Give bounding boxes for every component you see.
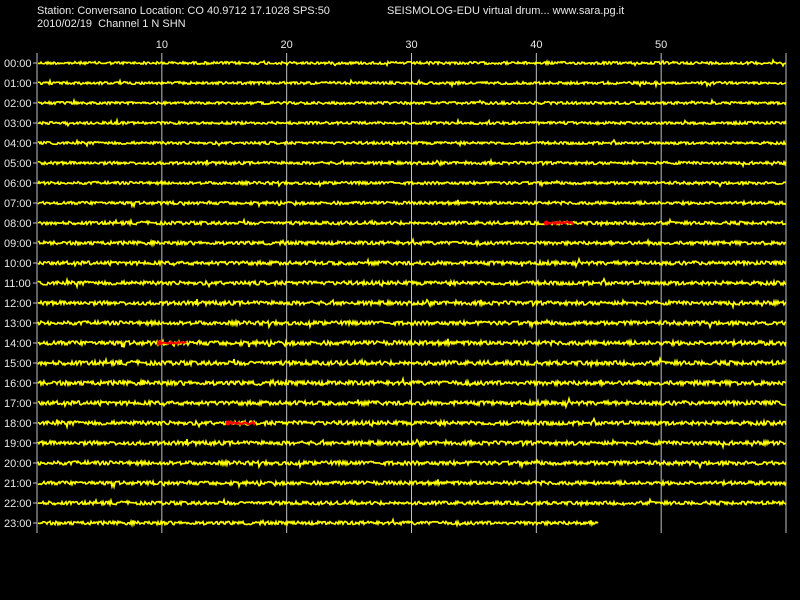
hour-label: 10:00 [4, 258, 32, 270]
trace-0000 [37, 58, 787, 68]
trace-0600 [37, 179, 787, 188]
hour-label: 06:00 [4, 178, 32, 190]
trace-1000 [37, 256, 787, 269]
x-tick-label: 50 [655, 39, 667, 51]
hour-label: 20:00 [4, 458, 32, 470]
trace-2200 [37, 497, 787, 508]
date-channel-info: 2010/02/19 Channel 1 N SHN [37, 18, 186, 30]
x-tick-label: 30 [405, 39, 417, 51]
x-tick-label: 10 [156, 39, 168, 51]
event-onset [156, 340, 162, 346]
event-onset [225, 420, 231, 426]
hour-label: 22:00 [4, 498, 32, 510]
x-tick-label: 20 [281, 39, 293, 51]
event-marker [227, 420, 256, 426]
hour-label: 04:00 [4, 138, 32, 150]
hour-label: 16:00 [4, 378, 32, 390]
trace-1200 [37, 297, 787, 311]
hour-label: 13:00 [4, 318, 32, 330]
x-tick-label: 40 [530, 39, 542, 51]
hour-label: 01:00 [4, 78, 32, 90]
trace-0900 [37, 237, 787, 249]
hour-label: 03:00 [4, 118, 32, 130]
trace-1900 [37, 437, 787, 451]
trace-0400 [37, 138, 787, 148]
trace-2300 [37, 517, 599, 529]
hour-label: 21:00 [4, 478, 32, 490]
hour-label: 09:00 [4, 238, 32, 250]
trace-0500 [37, 157, 787, 169]
trace-0100 [37, 78, 787, 89]
hour-label: 19:00 [4, 438, 32, 450]
trace-1300 [37, 318, 787, 330]
station-info: Station: Conversano Location: CO 40.9712… [37, 5, 330, 17]
event-marker [545, 220, 575, 226]
event-marker [158, 339, 187, 346]
trace-1700 [37, 395, 787, 410]
hour-label: 23:00 [4, 518, 32, 530]
hour-label: 15:00 [4, 358, 32, 370]
trace-0700 [37, 199, 787, 209]
hour-label: 18:00 [4, 418, 32, 430]
trace-1100 [37, 276, 787, 290]
trace-0800 [37, 217, 787, 228]
event-onset [543, 220, 549, 226]
hour-label: 00:00 [4, 58, 32, 70]
chart-title: SEISMOLOG-EDU virtual drum... www.sara.p… [387, 5, 625, 17]
trace-0200 [37, 97, 787, 107]
trace-1800 [37, 416, 787, 431]
hour-label: 12:00 [4, 298, 32, 310]
hour-label: 11:00 [4, 278, 31, 290]
trace-2000 [37, 458, 787, 470]
hour-label: 07:00 [4, 198, 32, 210]
hour-label: 17:00 [4, 398, 32, 410]
trace-2100 [37, 478, 787, 490]
trace-1500 [37, 355, 787, 369]
hour-label: 14:00 [4, 338, 32, 350]
trace-1600 [37, 375, 787, 389]
hour-label: 08:00 [4, 218, 32, 230]
hour-label: 02:00 [4, 98, 32, 110]
hour-label: 05:00 [4, 158, 32, 170]
trace-0300 [37, 117, 787, 128]
